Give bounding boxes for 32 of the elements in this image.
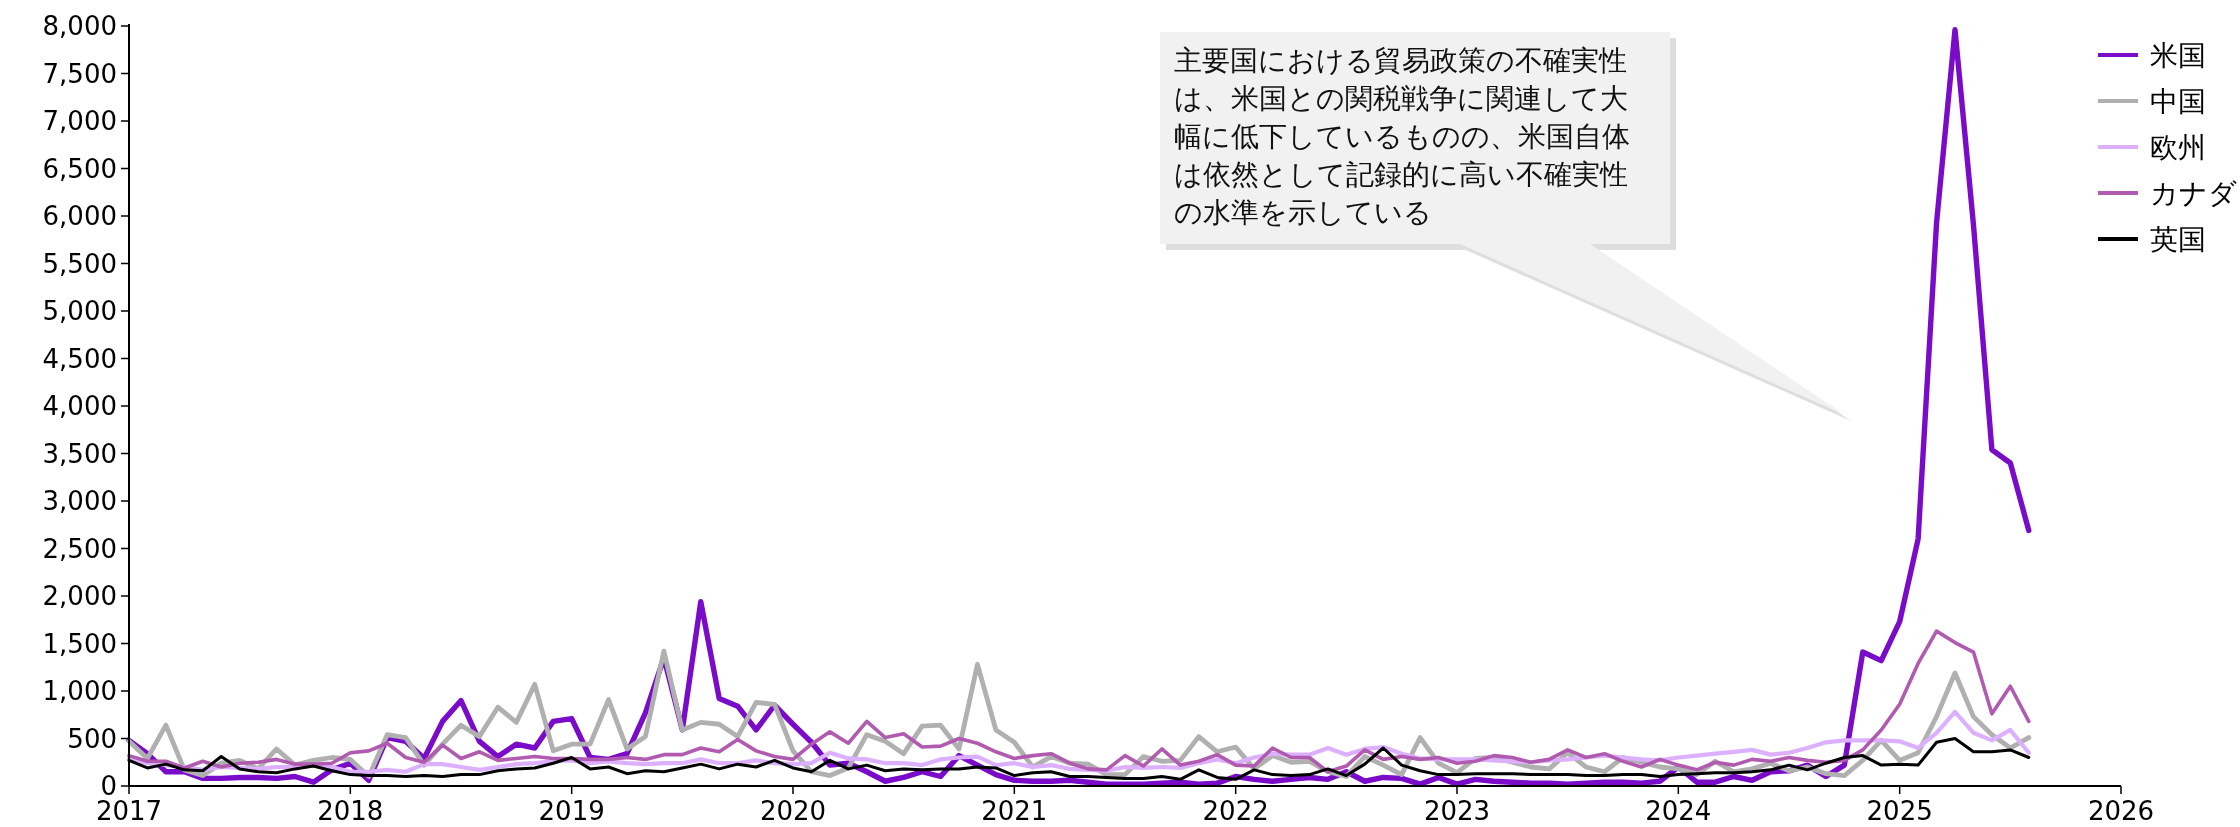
y-tick-label: 6,500 [42,153,117,184]
y-tick-label: 2,500 [42,533,117,564]
x-tick-label: 2018 [317,796,384,826]
y-tick-label: 3,500 [42,438,117,469]
y-tick-label: 1,000 [42,676,117,706]
legend-label: 中国 [2150,85,2206,118]
x-tick-label: 2025 [1866,796,1933,826]
y-tick-label: 4,500 [42,343,117,374]
legend-label: カナダ [2150,177,2237,210]
y-tick-label: 500 [67,723,117,754]
y-tick-label: 8,000 [42,11,117,41]
x-tick-label: 2021 [981,796,1048,826]
x-tick-label: 2020 [759,796,827,826]
y-tick-label: 4,000 [42,391,117,421]
legend-label: 米国 [2150,39,2206,72]
annotation: 主要国における貿易政策の不確実性は、米国との関税戦争に関連して大幅に低下しているものの、米国自体は依然として記録的に高い不確実性の水準を示している [1174,43,1631,231]
y-tick-label: 3,000 [42,486,117,516]
x-tick-label: 2024 [1645,796,1712,826]
y-tick-label: 5,500 [42,248,117,279]
y-tick-label: 7,500 [42,58,117,89]
y-tick-label: 2,000 [42,581,117,611]
y-tick-label: 5,000 [42,296,117,326]
legend-label: 欧州 [2150,131,2206,164]
x-tick-label: 2026 [2087,796,2155,826]
x-tick-label: 2019 [538,796,605,826]
legend-label: 英国 [2150,223,2206,256]
y-tick-label: 7,000 [42,106,117,136]
y-tick-label: 1,500 [42,628,117,659]
y-tick-label: 6,000 [42,201,117,231]
x-tick-label: 2023 [1423,796,1491,826]
x-tick-label: 2022 [1202,796,1269,826]
callout: 主要国における貿易政策の不確実性は、米国との関税戦争に関連して大幅に低下しているものの、米国自体は依然として記録的に高い不確実性の水準を示している [1160,32,1851,421]
